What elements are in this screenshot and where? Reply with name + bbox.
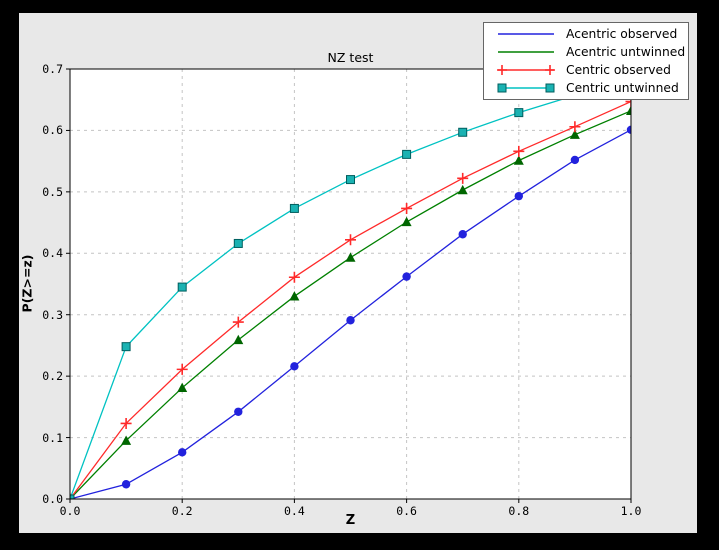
legend-label-centric-untwinned: Centric untwinned (566, 80, 679, 95)
x-tick-label: 0.2 (171, 504, 193, 518)
legend-item-centric-observed: Centric observed (484, 61, 688, 78)
legend: Acentric observed Acentric untwinned Cen… (483, 22, 689, 100)
series-centric-observed (70, 96, 631, 499)
plot-background (70, 69, 631, 499)
y-tick-label: 0.4 (42, 246, 63, 261)
y-tick-label: 0.0 (42, 492, 63, 506)
x-tick-label: 0.6 (396, 504, 417, 518)
gridlines (70, 69, 631, 499)
legend-item-acentric-untwinned: Acentric untwinned (484, 44, 688, 61)
y-tick-label: 0.7 (42, 62, 63, 76)
x-tick-label: 0.0 (59, 504, 81, 518)
y-tick-label: 0.5 (42, 184, 63, 199)
tick-marks (66, 68, 632, 503)
legend-label-acentric-untwinned: Acentric untwinned (566, 45, 686, 60)
x-tick-label: 0.8 (508, 504, 530, 518)
series-acentric-observed (70, 125, 631, 499)
legend-line-sample-centric-observed (497, 64, 555, 75)
x-tick-label: 0.4 (284, 504, 305, 518)
legend-line-sample-acentric-observed (498, 33, 554, 35)
legend-label-acentric-observed: Acentric observed (566, 27, 678, 42)
legend-line-sample-acentric-untwinned (498, 51, 554, 53)
x-axis-label: Z (345, 513, 356, 528)
legend-item-acentric-observed: Acentric observed (484, 26, 688, 43)
y-tick-label: 0.1 (42, 430, 63, 445)
legend-item-centric-untwinned: Centric untwinned (484, 79, 688, 96)
chart-title: NZ test (327, 50, 374, 65)
y-tick-label: 0.2 (42, 369, 63, 384)
y-tick-label: 0.3 (42, 307, 63, 322)
legend-line-sample-centric-untwinned (497, 83, 555, 93)
chart-plot-area (66, 68, 632, 503)
axes-frame (69, 68, 632, 500)
figure-canvas: NZ test Z P(Z>=z) 0.0 0.2 0.4 0.6 0.8 1.0 0.0 0… (19, 13, 697, 533)
x-tick-label: 1.0 (620, 504, 642, 518)
series-acentric-untwinned (70, 105, 631, 499)
legend-label-centric-observed: Centric observed (566, 62, 671, 77)
y-tick-label: 0.6 (42, 123, 63, 138)
